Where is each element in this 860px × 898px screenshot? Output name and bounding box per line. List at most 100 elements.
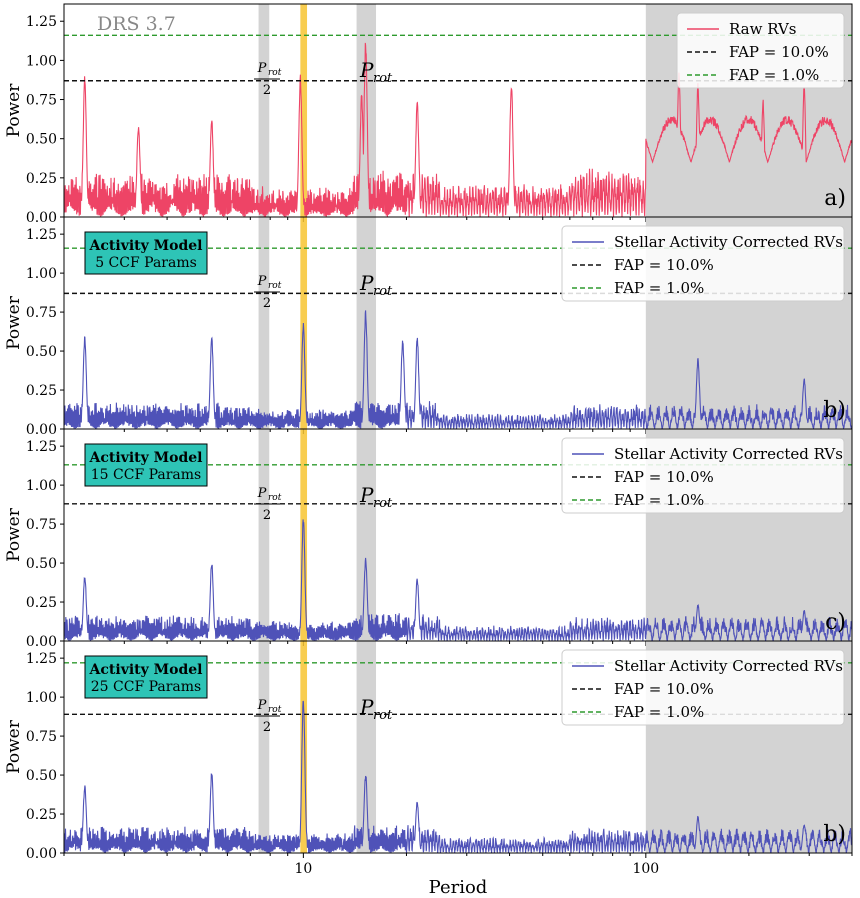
y-tick-label: 1.25 [26,227,57,243]
prot-label: P [359,271,374,295]
y-axis-label: Power [4,295,24,350]
prot-half-denominator: 2 [263,508,271,523]
y-tick-label: 0.00 [26,422,57,438]
prot-subscript: rot [373,708,393,723]
prot-subscript: rot [373,71,393,86]
prot-half-denominator: 2 [263,83,271,98]
y-tick-label: 0.75 [26,517,57,533]
periodogram-line [64,700,852,853]
prot-half-numerator: P [257,698,267,713]
periodogram-line [64,519,852,641]
legend-label: Stellar Activity Corrected RVs [614,445,843,463]
half-rotation-shade [258,429,270,641]
activity-model-box [84,655,208,699]
legend-label: FAP = 1.0% [729,66,819,84]
prot-label: P [359,483,374,507]
y-tick-label: 1.00 [26,690,57,706]
activity-model-subtitle: 25 CCF Params [91,679,202,695]
panel-3: 0.00 0.25 0.50 0.75 1.00 1.25 Power P rot 2 P rot c)… [4,428,853,650]
prot-subscript: rot [373,284,393,299]
legend-box [561,225,845,302]
legend-label: FAP = 1.0% [614,279,704,297]
legend-label: Raw RVs [729,20,796,38]
legend-box [561,437,845,514]
legend-label: FAP = 1.0% [614,703,704,721]
rotation-shade [356,4,377,217]
half-rotation-shade [258,641,270,853]
y-tick-label: 0.00 [26,634,57,650]
signal-highlight [300,4,308,217]
prot-label: P [359,58,374,82]
legend-label: FAP = 10.0% [729,43,829,61]
panel-2: 0.00 0.25 0.50 0.75 1.00 1.25 Power P rot 2 P rot b)… [4,216,853,438]
y-tick-label: 0.50 [26,768,57,784]
activity-model-box [84,443,208,487]
y-axis-label: Power [4,719,24,774]
activity-model-title: Activity Model [89,662,203,678]
panel-label: b) [823,398,846,423]
prot-half-subscript: rot [268,493,282,503]
panel-label: a) [824,186,846,211]
activity-model-subtitle: 15 CCF Params [91,467,202,483]
y-tick-label: 1.00 [26,53,57,69]
y-tick-label: 0.00 [26,210,57,226]
panel-1: 0.00 0.25 0.50 0.75 1.00 1.25 Power P rot 2 P rot a)… [4,3,853,226]
prot-half-denominator: 2 [263,296,271,311]
y-axis-label: Power [4,83,24,138]
axes-frame [63,640,853,854]
prot-half-numerator: P [257,274,267,289]
panel-label: c) [825,610,846,635]
periodogram-line [64,42,852,217]
prot-label: P [359,695,374,719]
y-tick-label: 0.75 [26,305,57,321]
activity-model-subtitle: 5 CCF Params [95,255,197,271]
legend-box [676,12,845,89]
prot-half-denominator: 2 [263,720,271,735]
legend-label: FAP = 1.0% [614,491,704,509]
x-axis-label: Period [429,877,488,898]
y-tick-label: 0.25 [26,595,57,611]
half-rotation-shade [258,217,270,429]
x-tick-label: 10 [294,861,312,877]
y-tick-label: 1.25 [26,651,57,667]
legend-label: FAP = 10.0% [614,256,714,274]
prot-half-numerator: P [257,486,267,501]
legend-label: Stellar Activity Corrected RVs [614,657,843,675]
legend-box [561,649,845,726]
prot-subscript: rot [373,496,393,511]
prot-half-numerator: P [257,61,267,76]
panel-4: 0.00 0.25 0.50 0.75 1.00 1.25 Power P rot 2 P rot b)… [4,640,853,862]
legend-label: FAP = 10.0% [614,468,714,486]
signal-highlight [300,641,308,853]
activity-model-title: Activity Model [89,238,203,254]
legend-label: Stellar Activity Corrected RVs [614,233,843,251]
prot-half-subscript: rot [268,68,282,78]
prot-half-subscript: rot [268,281,282,291]
rotation-shade [356,429,377,641]
y-tick-label: 0.50 [26,132,57,148]
drs-version-label: DRS 3.7 [97,13,176,35]
y-tick-label: 0.75 [26,729,57,745]
activity-model-box [84,231,208,275]
y-tick-label: 0.50 [26,556,57,572]
y-tick-label: 1.00 [26,478,57,494]
y-axis-label: Power [4,507,24,562]
prot-half-subscript: rot [268,705,282,715]
half-rotation-shade [258,4,270,217]
y-tick-label: 0.25 [26,807,57,823]
y-tick-label: 0.50 [26,344,57,360]
y-tick-label: 1.25 [26,14,57,30]
y-tick-label: 0.00 [26,846,57,862]
panel-label: b) [823,822,846,847]
activity-model-title: Activity Model [89,450,203,466]
rotation-shade [356,641,377,853]
y-tick-label: 0.25 [26,383,57,399]
y-tick-label: 1.00 [26,266,57,282]
x-tick-label: 100 [632,861,659,877]
y-tick-label: 0.25 [26,171,57,187]
periodogram-line [64,310,852,429]
y-tick-label: 1.25 [26,439,57,455]
y-tick-label: 0.75 [26,93,57,109]
legend-label: FAP = 10.0% [614,680,714,698]
